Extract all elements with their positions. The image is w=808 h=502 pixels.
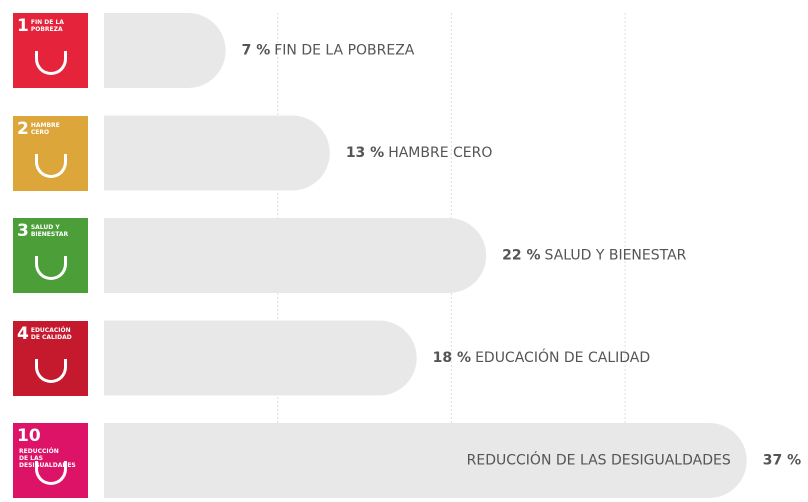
goal-pictogram [35, 51, 67, 75]
value-label: 18 % [433, 350, 471, 366]
bar-label: 22 % SALUD Y BIENESTAR [502, 248, 687, 264]
goal-number: 1 [17, 16, 29, 36]
bar-label: 18 % EDUCACIÓN DE CALIDAD [433, 348, 650, 366]
goal-icon: 2 HAMBRE CERO [13, 115, 88, 191]
goal-number: 3 [17, 221, 29, 241]
category-label: REDUCCIÓN DE LAS DESIGUALDADES [467, 451, 731, 469]
goal-pictogram [35, 256, 67, 280]
category-label: HAMBRE CERO [388, 145, 492, 161]
value-label: 37 % [763, 453, 801, 469]
goal-number: 4 [17, 323, 29, 344]
bar [104, 218, 487, 293]
goal-icon: 4 EDUCACIÓN DE CALIDAD [13, 320, 88, 396]
bar-label: 13 % HAMBRE CERO [346, 145, 493, 161]
bar [104, 115, 330, 191]
goal-title: SALUD Y BIENESTAR [30, 224, 69, 238]
goal-icon: 1 FIN DE LA POBREZA [13, 13, 88, 88]
goal-pictogram [35, 153, 67, 178]
goal-pictogram [35, 358, 67, 383]
value-label: 7 % [242, 43, 271, 59]
bar [104, 423, 747, 498]
value-label: 22 % [502, 248, 540, 264]
category-label: SALUD Y BIENESTAR [545, 248, 687, 264]
bar [104, 320, 417, 396]
bar-label: 7 % FIN DE LA POBREZA [242, 43, 415, 59]
goal-icon: 3 SALUD Y BIENESTAR [13, 218, 88, 293]
goal-number: 2 [17, 118, 29, 139]
goal-icon: 10REDUCCIÓN DE LAS DESIGUALDADES [13, 423, 88, 498]
goal-title: EDUCACIÓN DE CALIDAD [30, 326, 72, 341]
goal-title: FIN DE LA POBREZA [30, 19, 64, 33]
goal-pictogram [35, 461, 67, 485]
category-label: EDUCACIÓN DE CALIDAD [475, 348, 650, 366]
category-label: FIN DE LA POBREZA [274, 43, 415, 59]
bar [104, 13, 226, 89]
value-label: 13 % [346, 145, 384, 161]
goal-number: 10 [17, 426, 41, 446]
goal-title: HAMBRE CERO [30, 121, 60, 136]
